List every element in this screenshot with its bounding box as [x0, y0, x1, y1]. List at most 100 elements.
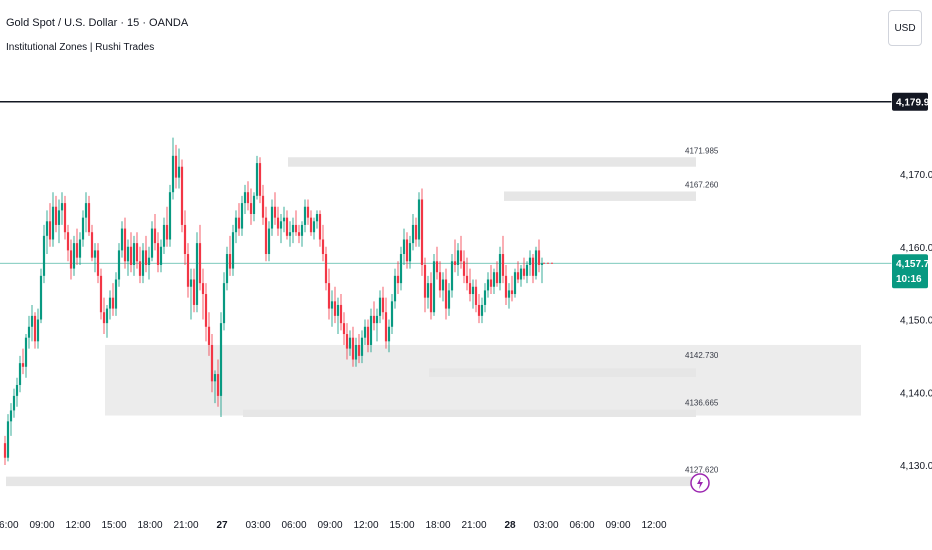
candle-body [24, 337, 28, 367]
candle-body [348, 337, 352, 349]
currency-button[interactable]: USD [888, 10, 922, 46]
candle-body [234, 217, 238, 233]
candle-body [306, 206, 310, 218]
candle-body [249, 203, 253, 215]
candle-body [513, 272, 517, 295]
candle-body [267, 228, 271, 255]
candle-body [483, 290, 487, 305]
candle-body [390, 301, 394, 327]
candle-body [396, 275, 400, 284]
candle-body [93, 250, 97, 258]
candle-body [504, 275, 508, 298]
lightning-icon [697, 477, 703, 489]
candle-body [171, 155, 175, 193]
candle-body [498, 254, 502, 284]
candle-body [270, 206, 274, 229]
candle-body [198, 243, 202, 284]
candle-body [87, 203, 91, 233]
candle-body [54, 206, 58, 225]
candle-body [60, 203, 64, 211]
time-tick-label: 27 [216, 520, 228, 531]
candle-body [525, 264, 529, 276]
candle-body [129, 246, 133, 265]
zone-box [504, 191, 696, 201]
candle-body [456, 250, 460, 265]
candle-body [66, 232, 70, 251]
candle-body [96, 250, 100, 276]
candle-body [228, 254, 232, 269]
candle-body [72, 243, 76, 269]
zone-box [429, 368, 696, 377]
candle-body [213, 374, 217, 382]
candle-body [279, 221, 283, 229]
candle-body [159, 246, 163, 265]
candle-body [108, 297, 112, 309]
candle-body [141, 250, 145, 276]
candle-body [30, 315, 34, 327]
current-price-tag[interactable] [892, 254, 928, 289]
candle-body [384, 312, 388, 342]
candle-body [477, 304, 481, 316]
candle-body [420, 199, 424, 265]
candle-body [201, 283, 205, 295]
candle-body [366, 326, 370, 345]
candle-body [9, 410, 13, 422]
candle-body [486, 279, 490, 291]
candle-body [378, 297, 382, 316]
candle-body [453, 261, 457, 265]
candle-body [237, 217, 241, 229]
candle-body [432, 261, 436, 313]
candle-body [345, 334, 349, 349]
candle-body [231, 232, 235, 269]
labels-layer: 4171.985 4167.260 4142.730 4136.665 4127.620 [685, 146, 719, 493]
candle-body [27, 326, 31, 338]
price-tick-label: 4,150.000 [900, 316, 932, 327]
candle-body [330, 301, 334, 309]
high-price-value: 4,179.935 [896, 98, 932, 109]
candle-body [105, 308, 109, 324]
candle-body [282, 217, 286, 222]
candle-body [381, 297, 385, 313]
symbol-title[interactable]: Gold Spot / U.S. Dollar · 15 · OANDA [6, 17, 189, 29]
candle-body [294, 224, 298, 233]
time-tick-label: 28 [504, 520, 516, 531]
high-price-tag[interactable] [892, 92, 928, 111]
candle-body [369, 315, 373, 345]
candle-body [402, 239, 406, 255]
candle-body [135, 243, 139, 262]
candle-body [312, 221, 316, 233]
candle-body [162, 224, 166, 247]
candle-body [243, 192, 247, 204]
price-axis[interactable]: 4,130.000 4,140.000 4,150.000 4,160.000 4,17… [891, 0, 932, 550]
candle-body [75, 243, 79, 258]
candle-body [351, 337, 355, 360]
candle-body [165, 224, 169, 240]
time-tick-label: 18:00 [425, 520, 450, 531]
time-tick-label: 21:00 [461, 520, 486, 531]
candle-body [219, 323, 223, 396]
zone-label: 4136.665 [685, 399, 719, 408]
candle-body [186, 254, 190, 287]
current-price-value: 4,157.735 [896, 259, 932, 270]
candle-body [210, 344, 214, 382]
candle-body [480, 304, 484, 316]
candle-body [291, 224, 295, 233]
candle-body [303, 206, 307, 225]
indicator-name[interactable]: Institutional Zones | Rushi Trades [6, 42, 155, 53]
candle-body [363, 326, 367, 338]
candle-body [39, 275, 43, 320]
candle-body [48, 221, 52, 240]
zone-box [243, 409, 696, 417]
candle-body [225, 254, 229, 284]
candle-body [297, 232, 301, 236]
candle-body [15, 384, 19, 396]
candle-body [315, 214, 319, 222]
candle-body [534, 250, 538, 276]
candle-body [414, 224, 418, 240]
time-tick-label: 06:00 [569, 520, 594, 531]
time-axis[interactable]: 06:00 09:00 12:00 15:00 18:00 21:00 27 03:00 06:… [0, 520, 667, 531]
candle-body [405, 239, 409, 262]
candle-body [81, 217, 85, 240]
candle-body [495, 272, 499, 284]
